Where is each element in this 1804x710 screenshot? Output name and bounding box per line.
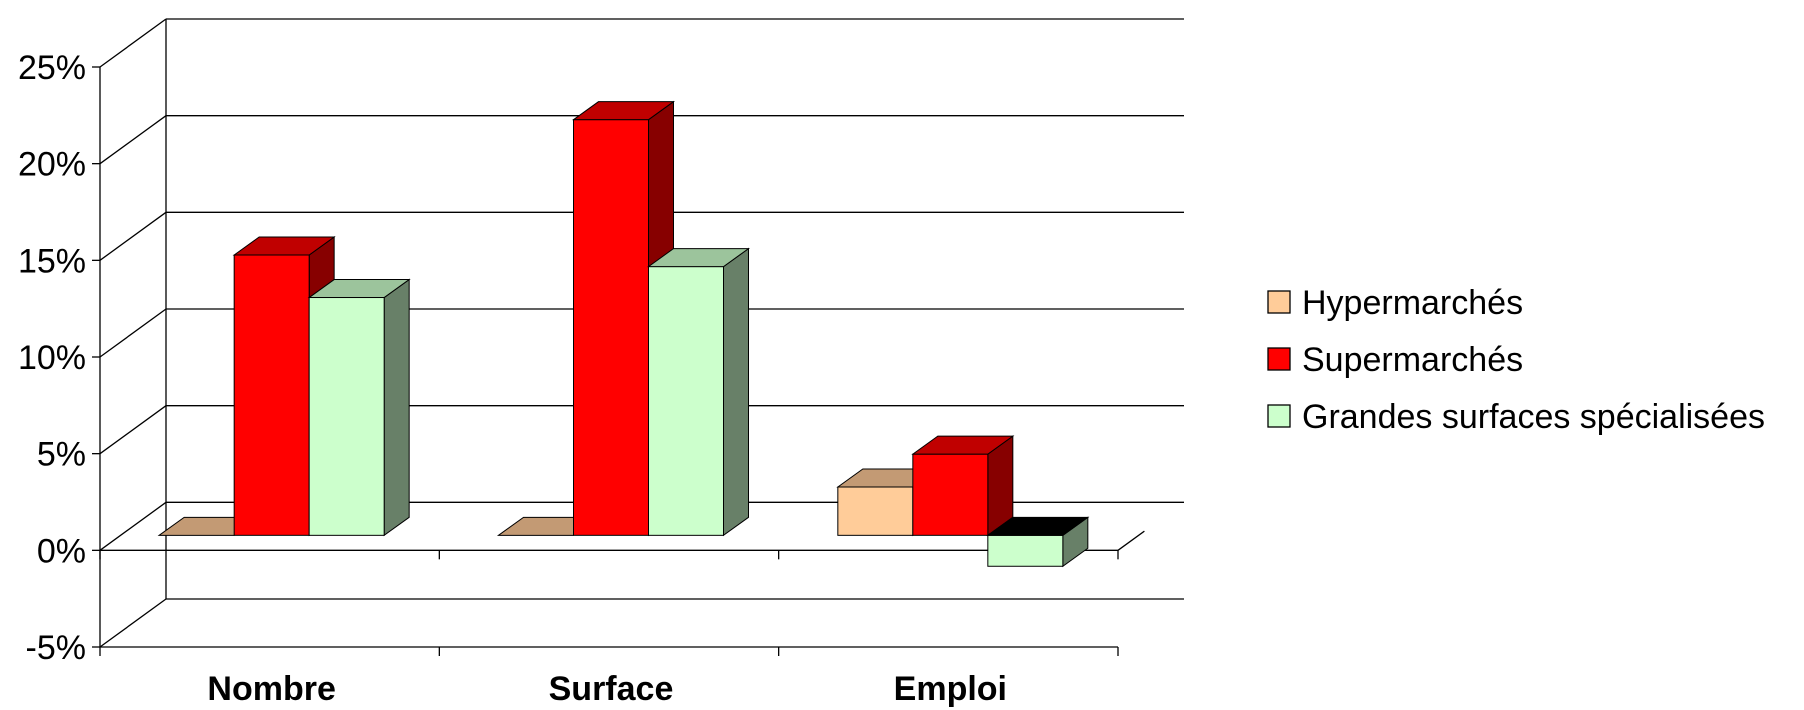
label-layer: -5% 0% 5% 10% 15% 20% 25% Nombre Surface Emploi [18,49,1007,708]
bar-grandes-surfaces-specialisees-nombre [307,278,411,537]
wall-gridline [99,211,167,261]
bar-front [308,297,385,536]
wall-gridline [99,18,167,68]
floor-side-edge [1117,530,1145,551]
x-tick-label-surface: Surface [549,670,674,708]
y-tick-label-5pct: -5% [26,629,86,667]
bar-grandes-surfaces-specialisees-emploi [986,516,1090,568]
y-tick-label-0pct: 0% [37,532,86,570]
wall-gridline [99,405,167,455]
bar-front [837,486,914,536]
bar-top [232,236,336,256]
wall-gridline [99,598,167,648]
legend: Hypermarchés Supermarchés Grandes surfaces… [1267,284,1765,436]
legend-swatch [1267,404,1291,428]
wall-gridline [99,308,167,358]
legend-swatch [1267,347,1291,371]
axis-layer [92,19,1145,656]
bar-top [571,101,676,121]
y-tick-label-20pct: 20% [18,146,86,184]
bar-front [987,534,1064,567]
y-tick-label-10pct: 10% [18,339,86,377]
bar-supermarches-surface [571,100,676,537]
bar-top [986,516,1090,536]
x-tick-label-emploi: Emploi [894,670,1007,708]
legend-entry-hypermarches: Hypermarchés [1267,284,1523,322]
legend-entry-supermarches: Supermarchés [1267,341,1523,379]
bar-front [648,266,724,536]
legend-entry-grandes-surfaces-specialisees: Grandes surfaces spécialisées [1267,398,1765,436]
legend-label: Hypermarchés [1302,284,1523,322]
bar-top [911,435,1015,455]
bar-layer [157,100,1090,568]
x-tick-label-nombre: Nombre [207,670,335,708]
bar-side [723,247,749,537]
legend-label: Supermarchés [1302,341,1523,379]
bar-side [383,278,410,537]
bar-front [573,119,649,536]
wall-gridline [99,501,167,551]
y-tick-label-15pct: 15% [18,242,86,280]
y-tick-label-25pct: 25% [18,49,86,87]
wall-gridline [99,115,167,165]
bar-grandes-surfaces-specialisees-surface [646,247,751,537]
legend-label: Grandes surfaces spécialisées [1302,398,1765,436]
bar-supermarches-emploi [911,435,1015,537]
legend-swatch [1267,290,1291,314]
bar-top [307,279,411,299]
y-tick-label-5pct: 5% [37,436,86,474]
bar-top [646,248,751,268]
bar-front [912,453,989,536]
bar-front [233,254,310,536]
